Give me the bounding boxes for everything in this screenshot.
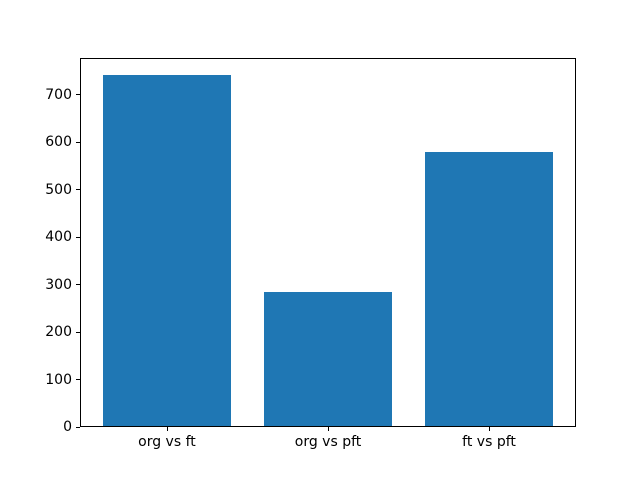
plot-area [80,58,576,427]
bar-org-vs-ft [102,74,232,426]
y-tick-mark [76,94,80,96]
y-tick-mark [76,141,80,143]
y-tick-mark [76,379,80,380]
y-tick-mark [76,189,80,191]
y-tick-label: 100 [45,371,72,388]
y-tick-label: 400 [45,229,72,246]
y-tick-label: 600 [45,134,72,151]
y-tick-label: 700 [45,86,72,103]
y-tick-mark [76,426,80,428]
bar-ft-vs-pft [424,151,554,426]
y-tick-label: 300 [45,276,72,293]
y-tick-label: 200 [45,324,72,341]
y-tick-mark [76,284,80,286]
bar-org-vs-pft [263,291,393,426]
y-tick-mark [76,331,80,333]
x-tick-mark [166,427,168,431]
x-tick-mark [328,427,329,431]
x-tick-label-org-vs-pft: org vs pft [294,434,362,450]
y-tick-label: 0 [63,419,72,435]
x-tick-mark [489,427,491,431]
x-tick-label-org-vs-ft: org vs ft [138,434,196,450]
y-tick-mark [76,236,80,238]
y-tick-label: 500 [45,181,72,198]
x-tick-label-ft-vs-pft: ft vs pft [462,434,516,450]
